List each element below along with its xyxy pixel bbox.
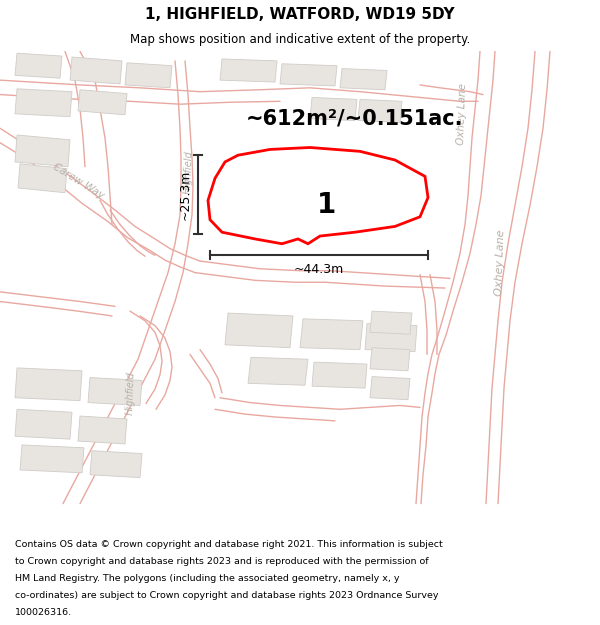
Polygon shape	[358, 99, 402, 122]
Text: 1: 1	[317, 191, 337, 219]
Polygon shape	[370, 311, 412, 334]
Polygon shape	[15, 89, 72, 117]
Polygon shape	[18, 164, 67, 192]
Text: ~44.3m: ~44.3m	[294, 263, 344, 276]
Polygon shape	[15, 368, 82, 401]
Text: Map shows position and indicative extent of the property.: Map shows position and indicative extent…	[130, 34, 470, 46]
Polygon shape	[340, 69, 387, 90]
Polygon shape	[248, 357, 308, 385]
Text: HM Land Registry. The polygons (including the associated geometry, namely x, y: HM Land Registry. The polygons (includin…	[15, 574, 400, 583]
Polygon shape	[295, 186, 343, 212]
Polygon shape	[370, 377, 410, 399]
Polygon shape	[365, 324, 417, 351]
Polygon shape	[15, 53, 62, 78]
Polygon shape	[90, 451, 142, 478]
Polygon shape	[300, 319, 363, 349]
Polygon shape	[78, 416, 127, 444]
Text: Highfield: Highfield	[124, 371, 136, 415]
Polygon shape	[208, 148, 428, 244]
Polygon shape	[240, 179, 288, 207]
Polygon shape	[88, 378, 142, 406]
Text: Oxhey Lane: Oxhey Lane	[456, 82, 468, 145]
Text: 100026316.: 100026316.	[15, 608, 72, 618]
Text: co-ordinates) are subject to Crown copyright and database rights 2023 Ordnance S: co-ordinates) are subject to Crown copyr…	[15, 591, 439, 600]
Polygon shape	[310, 98, 357, 121]
Text: ~612m²/~0.151ac.: ~612m²/~0.151ac.	[246, 108, 464, 128]
Text: Highfield: Highfield	[182, 149, 194, 194]
Polygon shape	[225, 313, 293, 348]
Polygon shape	[125, 62, 172, 88]
Polygon shape	[78, 90, 127, 115]
Polygon shape	[70, 57, 122, 84]
Polygon shape	[15, 409, 72, 439]
Text: 1, HIGHFIELD, WATFORD, WD19 5DY: 1, HIGHFIELD, WATFORD, WD19 5DY	[145, 7, 455, 22]
Text: Contains OS data © Crown copyright and database right 2021. This information is : Contains OS data © Crown copyright and d…	[15, 540, 443, 549]
Polygon shape	[15, 135, 70, 167]
Polygon shape	[370, 348, 410, 371]
Polygon shape	[312, 362, 367, 388]
Text: Oxhey Lane: Oxhey Lane	[494, 229, 506, 296]
Polygon shape	[20, 445, 84, 473]
Polygon shape	[220, 59, 277, 82]
Text: to Crown copyright and database rights 2023 and is reproduced with the permissio: to Crown copyright and database rights 2…	[15, 557, 428, 566]
Text: Carew Way: Carew Way	[51, 161, 105, 201]
Polygon shape	[280, 64, 337, 86]
Text: ~25.3m: ~25.3m	[179, 169, 192, 220]
